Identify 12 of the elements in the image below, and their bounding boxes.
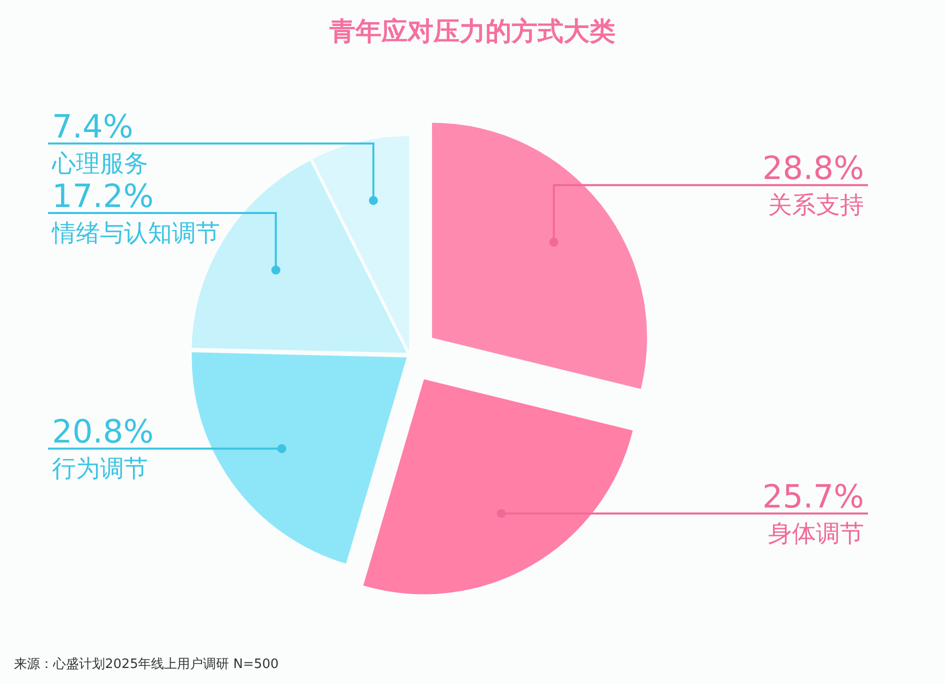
slice-label: 关系支持 [768,191,864,220]
data-label: 25.7% [762,477,864,516]
slice-label: 身体调节 [768,519,864,548]
data-label: 7.4% [52,107,134,146]
data-label: 28.8% [762,149,864,188]
data-label: 17.2% [52,177,154,216]
slice-label: 行为调节 [52,454,148,483]
chart-title: 青年应对压力的方式大类 [328,17,616,47]
data-label: 20.8% [52,412,154,451]
slice-label: 心理服务 [51,149,148,178]
slice-label: 情绪与认知调节 [51,219,220,248]
source-note: 来源：心盛计划2025年线上用户调研 N=500 [14,656,279,672]
